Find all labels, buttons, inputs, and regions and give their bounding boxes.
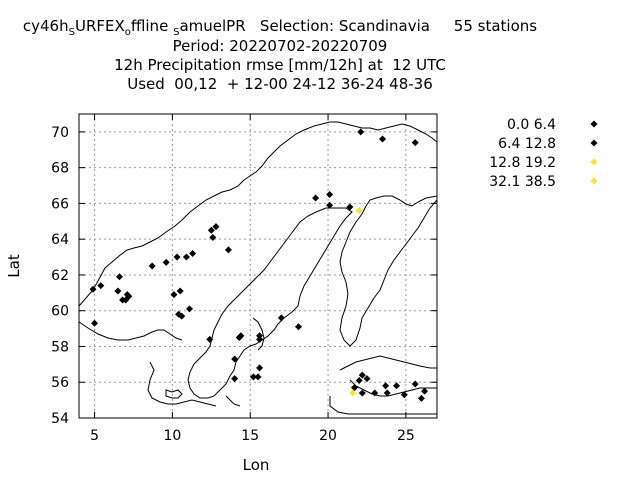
data-point xyxy=(175,310,183,318)
data-point xyxy=(421,387,429,395)
chart-parameter: 12h Precipitation rmse [mm/12h] at 12 UT… xyxy=(114,56,446,74)
title-model-sub-a: S xyxy=(68,27,75,38)
axis-ticks: 5 10 15 20 25 54 56 58 60 62 64 66 68 70 xyxy=(51,114,437,444)
x-tick-label: 25 xyxy=(397,428,415,444)
data-point xyxy=(383,389,391,397)
data-point xyxy=(256,364,264,372)
data-point xyxy=(254,373,262,381)
legend-marker xyxy=(590,120,598,128)
y-tick-label: 56 xyxy=(51,375,69,391)
data-point xyxy=(209,233,217,241)
title-model-sub-b: o xyxy=(124,27,131,38)
title-model-d: amuelPR Selection: Scandinavia 55 statio… xyxy=(179,17,538,35)
data-point xyxy=(355,207,363,215)
data-point xyxy=(89,285,97,293)
data-point xyxy=(351,384,359,392)
data-point xyxy=(277,314,285,322)
legend-label: 6.4 12.8 xyxy=(498,136,556,152)
data-point xyxy=(162,258,170,266)
x-tick-label: 20 xyxy=(319,428,337,444)
title-model-sub-c: S xyxy=(173,27,180,38)
y-tick-label: 70 xyxy=(51,125,69,141)
y-tick-label: 68 xyxy=(51,161,69,177)
data-point xyxy=(411,380,419,388)
coastline-map xyxy=(78,121,438,415)
data-point xyxy=(358,371,366,379)
data-point xyxy=(357,128,365,136)
data-point xyxy=(189,249,197,257)
data-point xyxy=(355,376,363,384)
x-axis-label: Lon xyxy=(243,456,270,474)
data-point xyxy=(294,323,302,331)
data-point xyxy=(346,203,354,211)
data-point xyxy=(249,373,257,381)
data-point xyxy=(349,389,357,397)
data-point xyxy=(207,226,215,234)
data-point xyxy=(231,355,239,363)
data-point xyxy=(237,332,245,340)
data-point xyxy=(114,287,122,295)
data-point xyxy=(176,287,184,295)
data-point xyxy=(206,335,214,343)
data-point xyxy=(91,319,99,327)
x-tick-label: 10 xyxy=(163,428,181,444)
y-tick-label: 66 xyxy=(51,196,69,212)
data-point xyxy=(148,262,156,270)
chart-title-line-1: cy46hSURFEXoffline SamuelPR Selection: S… xyxy=(0,17,560,38)
plot-frame xyxy=(78,113,438,419)
legend-label: 12.8 19.2 xyxy=(489,155,556,171)
y-tick-label: 62 xyxy=(51,268,69,284)
data-point xyxy=(358,389,366,397)
chart-period: Period: 20220702-20220709 xyxy=(172,37,388,55)
data-point xyxy=(173,253,181,261)
data-point xyxy=(182,253,190,261)
legend-marker xyxy=(590,177,598,185)
data-point xyxy=(123,291,131,299)
data-point xyxy=(411,139,419,147)
title-model-a: cy46h xyxy=(22,17,69,35)
data-point xyxy=(256,335,264,343)
y-tick-label: 64 xyxy=(51,232,69,248)
y-axis-label: Lat xyxy=(5,254,23,278)
data-point xyxy=(122,296,130,304)
data-point xyxy=(186,305,194,313)
data-point xyxy=(393,382,401,390)
x-tick-label: 15 xyxy=(241,428,259,444)
title-model-c: ffline xyxy=(130,17,174,35)
data-point xyxy=(326,190,334,198)
data-point xyxy=(400,391,408,399)
legend-marker xyxy=(590,139,598,147)
data-point xyxy=(312,194,320,202)
data-point xyxy=(371,389,379,397)
y-tick-label: 60 xyxy=(51,304,69,320)
data-point xyxy=(224,246,232,254)
data-point xyxy=(382,382,390,390)
data-point xyxy=(115,273,123,281)
data-point xyxy=(363,375,371,383)
y-tick-label: 54 xyxy=(51,411,69,427)
data-point xyxy=(97,282,105,290)
legend: 0.0 6.4 6.4 12.8 12.8 19.2 32.1 38.5 xyxy=(489,117,598,190)
title-model-b: URFEX xyxy=(74,17,125,35)
data-point xyxy=(326,201,334,209)
x-tick-label: 5 xyxy=(90,428,99,444)
data-point xyxy=(256,332,264,340)
grid-lines xyxy=(79,114,437,419)
chart-used-lines: Used 00,12 + 12-00 24-12 36-24 48-36 xyxy=(127,75,433,93)
data-point xyxy=(212,223,220,231)
data-point xyxy=(170,291,178,299)
legend-label: 0.0 6.4 xyxy=(507,117,556,133)
data-point xyxy=(417,394,425,402)
data-point xyxy=(231,375,239,383)
data-point xyxy=(379,135,387,143)
legend-label: 32.1 38.5 xyxy=(489,174,556,190)
legend-marker xyxy=(590,158,598,166)
data-points xyxy=(89,128,429,402)
y-tick-label: 58 xyxy=(51,339,69,355)
